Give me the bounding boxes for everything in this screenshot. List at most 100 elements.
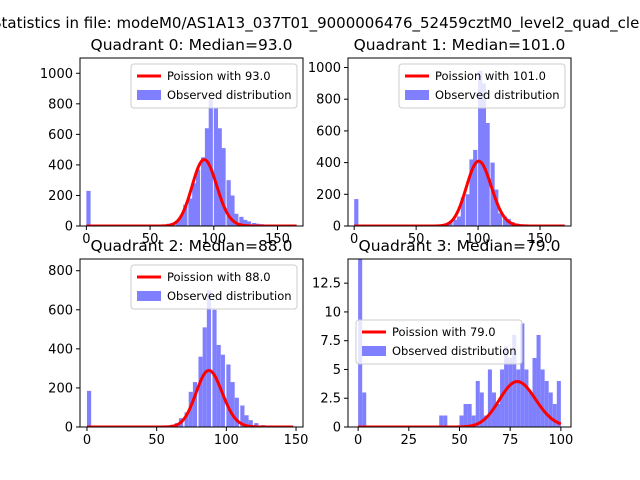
- quadrant-3-legend-hist-label: Observed distribution: [392, 344, 517, 358]
- quadrant-1-y-tick-label: 0: [333, 220, 341, 235]
- quadrant-1-hist-bar: [448, 222, 453, 226]
- quadrant-3-hist-bar: [463, 403, 468, 427]
- quadrant-2-x-tick-label: 150: [284, 433, 309, 448]
- quadrant-2-legend-poisson-label: Poission with 88.0: [167, 270, 271, 284]
- quadrant-3-hist-bar: [487, 369, 492, 427]
- quadrant-3-hist-bar: [362, 392, 367, 427]
- quadrant-2-y-tick-label: 0: [65, 421, 73, 436]
- quadrant-0-hist-bar: [234, 213, 239, 226]
- quadrant-3-hist-bar: [524, 369, 529, 427]
- quadrant-1-y-tick-label: 1000: [308, 61, 341, 76]
- quadrant-0-hist-bar: [201, 157, 206, 226]
- quadrant-0-hist-bar: [183, 204, 188, 226]
- quadrant-0-hist-bar: [204, 128, 210, 226]
- quadrant-2-hist-bar: [192, 382, 198, 427]
- quadrant-3-x-tick-label: 50: [451, 433, 468, 448]
- quadrant-0-x-tick-label: 150: [265, 232, 290, 247]
- quadrant-0-y-tick-label: 200: [48, 189, 73, 204]
- quadrant-3-chart: 0 25 50 75 100 0 2.5 5 7.5 10 12.5 Quadrant 3: Medi…: [312, 237, 573, 448]
- quadrant-0-y-tick-label: 0: [65, 220, 73, 235]
- quadrant-3-hist-bar: [552, 403, 557, 427]
- quadrant-2-axes-frame: [79, 258, 304, 428]
- quadrant-3-hist-bar: [536, 334, 541, 427]
- quadrant-2-hist-bar: [234, 397, 239, 427]
- quadrant-3-title: Quadrant 3: Median=79.0: [359, 237, 561, 255]
- quadrant-1-hist-bar: [465, 194, 470, 226]
- quadrant-3-y-tick-label: 5: [333, 363, 341, 378]
- quadrant-1-y-tick-label: 400: [316, 156, 341, 171]
- quadrant-1-x-tick-label: 0: [350, 232, 358, 247]
- quadrant-1-legend-box: [398, 63, 566, 109]
- quadrant-0-hist-bar: [86, 190, 91, 226]
- quadrant-0-hist-bar: [195, 169, 201, 226]
- quadrant-3-hist-bar: [504, 346, 509, 427]
- quadrant-3-hist-bar: [556, 380, 561, 427]
- quadrant-1-hist-bar: [457, 216, 462, 226]
- quadrant-2-y-tick-label: 600: [48, 303, 73, 318]
- quadrant-0-hist-bar: [188, 198, 193, 226]
- quadrant-2-legend: Poission with 88.0 Observed distribution: [130, 264, 298, 310]
- quadrant-0-y-tick-label: 800: [48, 97, 73, 112]
- quadrant-2-x-tick-label: 50: [148, 433, 165, 448]
- quadrant-3-hist-bar: [520, 323, 525, 427]
- quadrant-3-hist-bar: [508, 357, 513, 427]
- quadrant-2-hist-bar: [244, 415, 249, 427]
- quadrant-3-hist-bar: [528, 392, 533, 427]
- quadrant-0-legend: Poission with 93.0 Observed distribution: [130, 63, 298, 109]
- quadrant-1-y-tick-label: 600: [316, 124, 341, 139]
- quadrant-3-y-tick-label: 7.5: [320, 334, 341, 349]
- quadrant-2-hist-bar: [212, 309, 217, 427]
- quadrant-0-hist-bar: [239, 216, 244, 226]
- quadrant-1-hist-bar: [473, 149, 478, 226]
- quadrant-0-hist-bar: [243, 219, 248, 226]
- figure-title: Statistics in file: modeM0/AS1A13_037T01…: [0, 14, 640, 32]
- quadrant-0-y-tick-label: 1000: [40, 67, 73, 82]
- quadrant-0-hist-bar: [217, 128, 222, 226]
- quadrant-0-hist-bar: [226, 180, 231, 226]
- quadrant-0-hist-bar: [221, 148, 226, 226]
- quadrant-3-hist-bar: [544, 380, 549, 427]
- quadrant-3-hist-bar: [532, 357, 537, 427]
- quadrant-1-hist-bar: [481, 83, 487, 226]
- quadrant-0-hist-bar: [246, 221, 252, 226]
- quadrant-0-x-tick-label: 100: [201, 232, 226, 247]
- quadrant-0-hist-bar: [192, 183, 197, 226]
- quadrant-2-y-tick-label: 200: [48, 381, 73, 396]
- quadrant-1-x-tick-label: 150: [528, 232, 553, 247]
- quadrant-2-hist-bar: [240, 405, 245, 427]
- quadrant-0-histogram: [86, 99, 295, 226]
- quadrant-3-hist-bar: [475, 380, 480, 427]
- quadrant-1-legend-hist-swatch: [405, 90, 429, 100]
- quadrant-2-title: Quadrant 2: Median=88.0: [91, 237, 293, 255]
- quadrant-3-y-tick-label: 10: [324, 305, 341, 320]
- quadrant-2-legend-hist-label: Observed distribution: [167, 289, 292, 303]
- quadrant-1-title: Quadrant 1: Median=101.0: [354, 36, 566, 54]
- quadrant-0-y-tick-label: 400: [48, 158, 73, 173]
- quadrant-1-hist-bar: [478, 70, 483, 226]
- quadrant-3-hist-bar: [459, 415, 464, 427]
- quadrant-2-x-tick-label: 100: [214, 433, 239, 448]
- quadrant-1-hist-bar: [502, 216, 508, 226]
- quadrant-3-x-tick-label: 25: [401, 433, 418, 448]
- quadrant-3-hist-bar: [495, 403, 501, 427]
- quadrant-3-y-tick-label: 2.5: [320, 392, 341, 407]
- quadrant-0-y-tick-label: 600: [48, 128, 73, 143]
- quadrant-0-legend-hist-swatch: [137, 90, 161, 100]
- quadrant-3-hist-bar: [479, 392, 484, 427]
- quadrant-1-y-tick-label: 800: [316, 93, 341, 108]
- quadrant-1-hist-bar: [460, 197, 465, 226]
- quadrant-3-hist-bar: [439, 415, 444, 427]
- quadrant-0-hist-bar: [179, 215, 184, 226]
- quadrant-2-hist-bar: [248, 420, 253, 427]
- quadrant-2-hist-bar: [226, 364, 231, 427]
- quadrant-0-hist-bar: [208, 99, 213, 226]
- quadrant-2-hist-bar: [202, 327, 207, 427]
- quadrant-3-x-tick-label: 0: [354, 433, 362, 448]
- quadrant-1-legend: Poission with 101.0 Observed distribution: [398, 63, 566, 109]
- quadrant-1-legend-hist-label: Observed distribution: [435, 88, 560, 102]
- quadrant-1-poisson-curve: [354, 159, 565, 226]
- quadrant-0-title: Quadrant 0: Median=93.0: [91, 36, 293, 54]
- quadrant-2-y-tick-label: 400: [48, 342, 73, 357]
- quadrant-0-hist-bar: [175, 220, 180, 226]
